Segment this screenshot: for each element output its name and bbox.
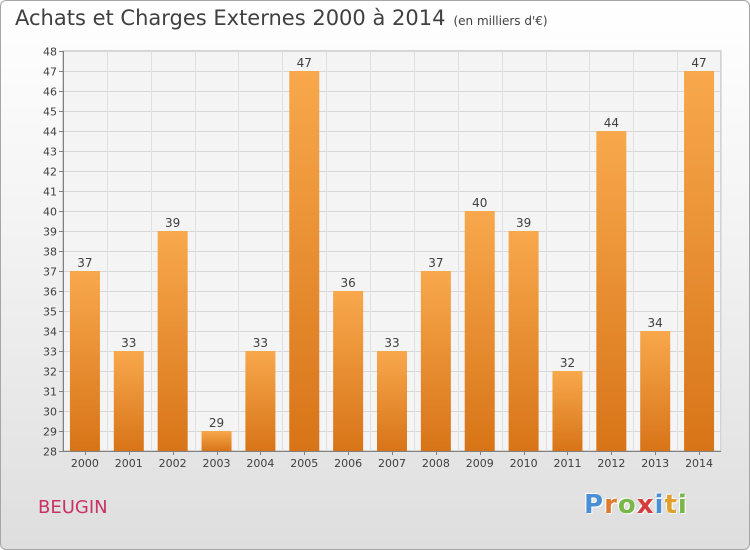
y-tick-label: 48 xyxy=(43,46,57,59)
logo-letter: o xyxy=(617,490,637,520)
y-tick-label: 35 xyxy=(43,306,57,319)
data-label: 37 xyxy=(428,256,443,270)
x-tick-label: 2013 xyxy=(641,457,669,470)
x-tick-label: 2008 xyxy=(422,457,450,470)
y-tick-label: 37 xyxy=(43,266,57,279)
bar-2008 xyxy=(420,271,451,451)
bar-2005 xyxy=(289,71,320,451)
y-tick-label: 33 xyxy=(43,346,57,359)
bar-2010 xyxy=(508,231,539,451)
chart-title-main: Achats et Charges Externes 2000 à 2014 xyxy=(15,6,446,30)
data-label: 32 xyxy=(560,356,575,370)
y-tick-label: 44 xyxy=(43,126,57,139)
data-label: 47 xyxy=(691,56,706,70)
bar-2011 xyxy=(552,371,583,451)
x-tick-label: 2011 xyxy=(553,457,581,470)
data-label: 39 xyxy=(516,216,531,230)
data-label: 36 xyxy=(340,276,355,290)
bar-2003 xyxy=(201,431,232,451)
bar-2006 xyxy=(333,291,364,451)
x-tick-label: 2004 xyxy=(246,457,274,470)
x-tick-label: 2006 xyxy=(334,457,362,470)
x-tick-label: 2007 xyxy=(378,457,406,470)
data-label: 33 xyxy=(121,336,136,350)
y-tick-label: 42 xyxy=(43,166,57,179)
y-tick-label: 43 xyxy=(43,146,57,159)
place-name: BEUGIN xyxy=(38,497,108,518)
y-tick-label: 30 xyxy=(43,406,57,419)
bar-2001 xyxy=(113,351,144,451)
data-label: 40 xyxy=(472,196,487,210)
y-tick-label: 41 xyxy=(43,186,57,199)
x-tick-label: 2012 xyxy=(597,457,625,470)
bar-2013 xyxy=(640,331,671,451)
y-tick-label: 32 xyxy=(43,366,57,379)
x-tick-label: 2014 xyxy=(685,457,713,470)
bar-2004 xyxy=(245,351,276,451)
data-label: 34 xyxy=(648,316,663,330)
y-tick-label: 34 xyxy=(43,326,57,339)
data-label: 33 xyxy=(384,336,399,350)
logo-letter: r xyxy=(604,490,618,520)
x-tick-label: 2003 xyxy=(203,457,231,470)
logo-letter: i xyxy=(654,490,665,520)
y-tick-label: 45 xyxy=(43,106,57,119)
y-tick-label: 29 xyxy=(43,426,57,439)
axes: 28 29 30 31 32 33 34 35 36 37 38 39 40 41 42 43 44 45 46 47… xyxy=(43,46,721,470)
bar-2012 xyxy=(596,131,627,451)
y-tick-label: 28 xyxy=(43,446,57,459)
y-tick-label: 36 xyxy=(43,286,57,299)
y-tick-label: 31 xyxy=(43,386,57,399)
chart-title: Achats et Charges Externes 2000 à 2014 (e… xyxy=(15,6,548,30)
x-tick-label: 2001 xyxy=(115,457,143,470)
x-tick-label: 2000 xyxy=(71,457,99,470)
bar-2000 xyxy=(69,271,100,451)
data-label: 37 xyxy=(77,256,92,270)
chart-title-unit: (en milliers d'€) xyxy=(453,14,548,28)
x-tick-label: 2002 xyxy=(159,457,187,470)
bar-2002 xyxy=(157,231,188,451)
x-tick-label: 2010 xyxy=(510,457,538,470)
y-tick-label: 38 xyxy=(43,246,57,259)
bars: 37 33 39 29 33 47 36 33 37 40 39 32 44 34 47 xyxy=(69,56,715,451)
bar-2009 xyxy=(464,211,495,451)
proxiti-logo: Proxiti xyxy=(584,490,688,520)
data-label: 47 xyxy=(297,56,312,70)
logo-letter: P xyxy=(584,490,605,520)
y-tick-label: 39 xyxy=(43,226,57,239)
logo-letter: i xyxy=(677,490,688,520)
y-tick-label: 46 xyxy=(43,86,57,99)
x-tick-label: 2005 xyxy=(290,457,318,470)
logo-letter: x xyxy=(636,490,655,520)
logo-letter: t xyxy=(664,490,678,520)
x-tick-label: 2009 xyxy=(466,457,494,470)
y-tick-label: 40 xyxy=(43,206,57,219)
data-label: 29 xyxy=(209,416,224,430)
data-label: 44 xyxy=(604,116,619,130)
bar-2007 xyxy=(377,351,407,451)
y-tick-label: 47 xyxy=(43,66,57,79)
data-label: 33 xyxy=(253,336,268,350)
bar-2014 xyxy=(684,71,715,451)
data-label: 39 xyxy=(165,216,180,230)
